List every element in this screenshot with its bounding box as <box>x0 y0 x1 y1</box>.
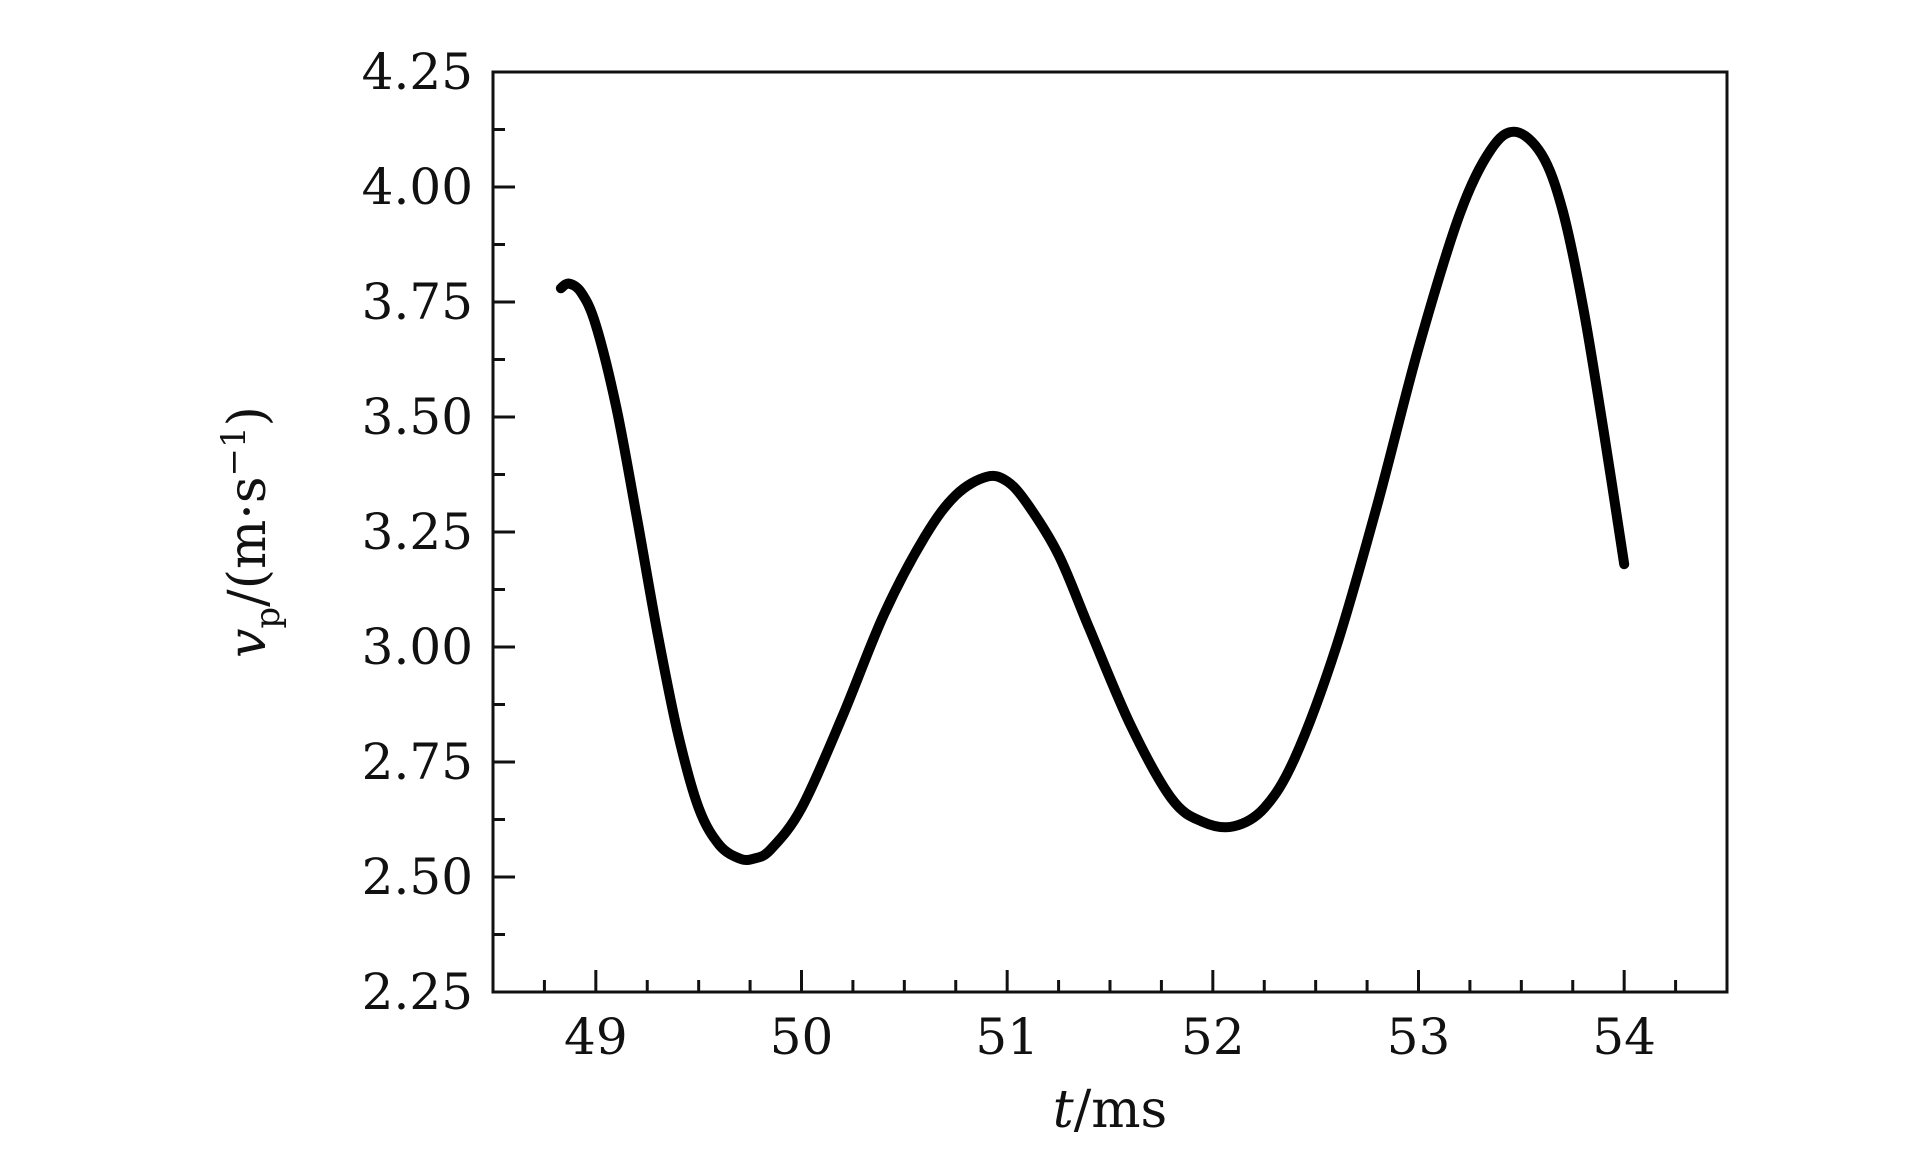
y-axis-subscript: p <box>248 607 288 629</box>
tick-labels-layer: 49 50 51 52 53 54 2.25 2.50 2.75 3.00 3.25 3.50 3.75… <box>362 43 1656 1066</box>
x-axis-label: t/ms <box>1053 1080 1167 1140</box>
x-axis-var: t <box>1053 1080 1074 1140</box>
y-axis-unit-suffix: ) <box>218 406 278 426</box>
x-tick-label: 52 <box>1181 1008 1245 1066</box>
y-tick-label: 3.75 <box>362 273 473 331</box>
y-tick-label: 2.50 <box>362 848 473 906</box>
series-line <box>555 126 1630 866</box>
y-axis-unit-prefix: /(m·s <box>218 476 278 606</box>
y-axis-label: vp/(m·s−1) <box>214 406 288 658</box>
x-tick-label: 49 <box>564 1008 628 1066</box>
y-tick-label: 2.75 <box>362 733 473 791</box>
y-axis-var: v <box>218 629 278 658</box>
x-tick-label: 50 <box>770 1008 834 1066</box>
y-tick-label: 3.50 <box>362 388 473 446</box>
plot-frame <box>491 70 1729 994</box>
x-tick-label: 51 <box>975 1008 1039 1066</box>
x-axis-unit: /ms <box>1074 1080 1168 1140</box>
y-tick-label: 3.00 <box>362 618 473 676</box>
y-axis-unit-superscript: −1 <box>214 426 254 476</box>
x-tick-label: 53 <box>1387 1008 1451 1066</box>
x-tick-label: 54 <box>1592 1008 1656 1066</box>
y-tick-label: 4.25 <box>362 43 473 101</box>
y-tick-label: 2.25 <box>362 963 473 1021</box>
y-tick-label: 3.25 <box>362 503 473 561</box>
y-tick-label: 4.00 <box>362 158 473 216</box>
ticks-layer <box>493 70 1678 994</box>
